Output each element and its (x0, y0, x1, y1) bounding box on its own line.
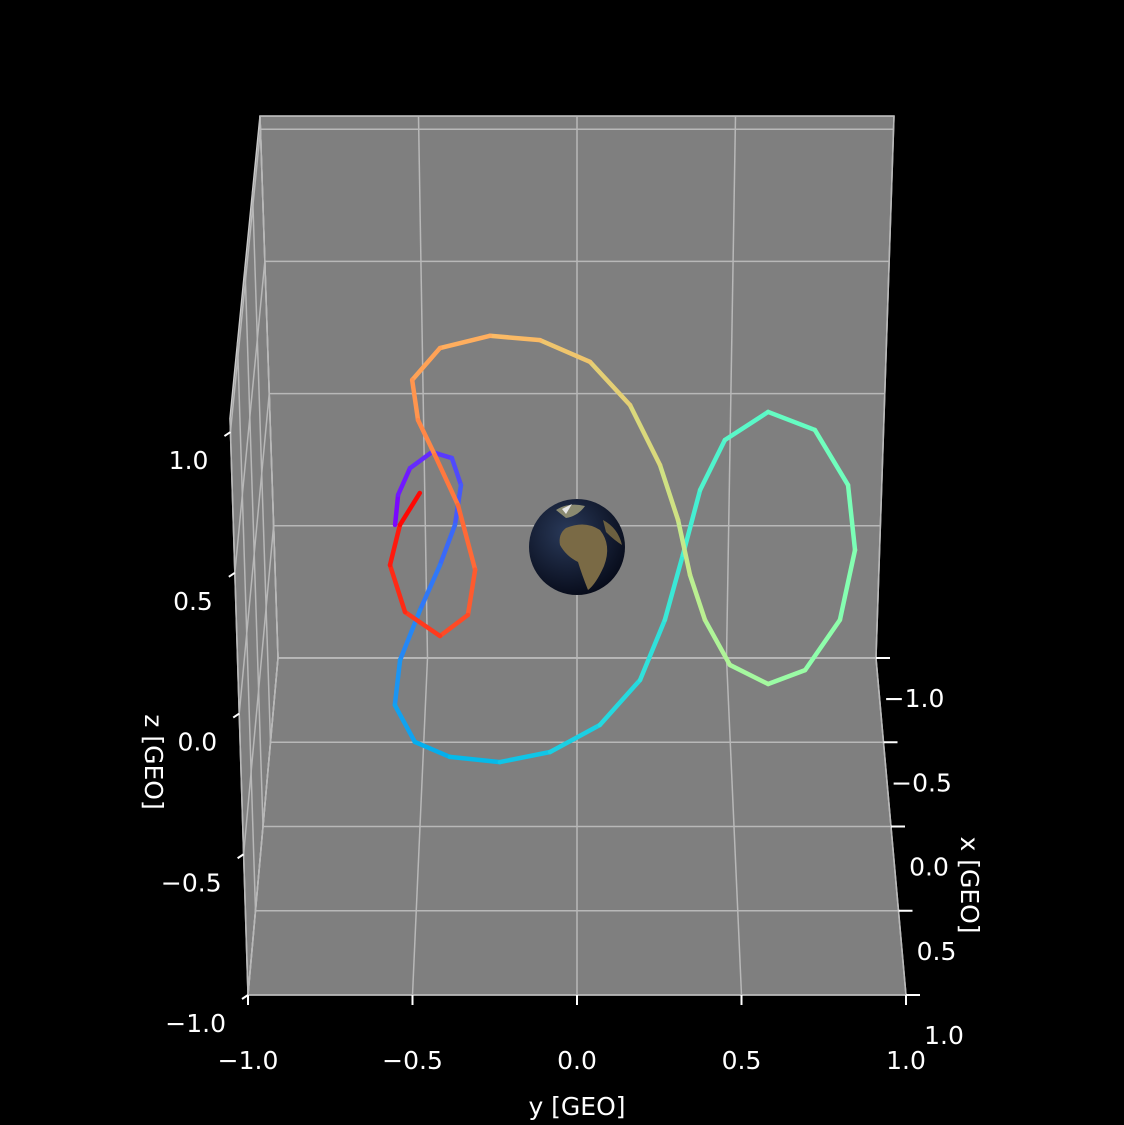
x-axis-label: x [GEO] (955, 836, 984, 933)
z-tick-label: −1.0 (165, 1009, 226, 1038)
z-tick-label: 0.5 (173, 587, 213, 616)
trajectory-segment (497, 749, 553, 765)
trajectory-segment (392, 702, 418, 745)
y-tick-label: −0.5 (382, 1046, 443, 1075)
trajectory-segment (392, 492, 401, 528)
z-tick-label: 0.0 (177, 728, 217, 757)
grid-line (229, 417, 249, 996)
trajectory-segment (697, 437, 728, 493)
earth-land (559, 524, 608, 590)
grid-line (417, 115, 429, 659)
trajectory-segment (727, 662, 771, 687)
trajectory-segment (657, 462, 681, 523)
trajectory-segment (407, 449, 435, 471)
z-tick (241, 994, 249, 1000)
trajectory-segment (537, 337, 593, 365)
trajectory-segment (637, 617, 668, 683)
grid-line (259, 115, 279, 659)
z-tick-label: 1.0 (169, 446, 209, 475)
grid-line (244, 266, 264, 827)
trajectory-segment (387, 562, 408, 615)
z-tick-label: −0.5 (161, 868, 222, 897)
z-tick (232, 712, 240, 719)
trajectory-segment (587, 359, 633, 408)
trajectory-segment (597, 677, 643, 728)
z-tick (223, 431, 231, 437)
trajectory-segment (432, 452, 461, 508)
grid-line (725, 115, 737, 659)
trajectory-segment (409, 377, 421, 423)
trajectory-segment (447, 754, 503, 765)
y-tick-label: 0.5 (722, 1046, 762, 1075)
x-tick-label: 1.0 (924, 1021, 964, 1050)
trajectory-segment (722, 409, 771, 443)
trajectory-segment (437, 612, 471, 639)
grid-line (251, 191, 272, 743)
trajectory-segment (845, 482, 858, 553)
trajectory-segment (415, 417, 438, 458)
trajectory-segment (412, 739, 453, 760)
y-tick-label: 0.0 (557, 1046, 597, 1075)
trajectory-segment (675, 517, 693, 578)
y-tick-label: 1.0 (886, 1046, 926, 1075)
trajectory-segment (812, 427, 851, 488)
trajectory-segment (417, 562, 443, 613)
trajectory-segment (680, 487, 703, 558)
trajectory-segment (765, 409, 818, 433)
grid (229, 115, 907, 996)
trajectory-segment (837, 547, 858, 623)
trajectory-segment (455, 502, 478, 572)
x-tick-label: −1.0 (884, 684, 945, 713)
trajectory-segment (409, 345, 443, 383)
y-axis-label: y [GEO] (528, 1092, 625, 1121)
trajectory-segment (465, 567, 478, 618)
earth-land (556, 504, 585, 518)
trajectory-segment (387, 522, 403, 568)
trajectory-segment (397, 490, 423, 528)
trajectory-segment (449, 455, 464, 488)
trajectory-segment (402, 609, 443, 639)
trajectory-segment (702, 617, 733, 668)
earth-ice (562, 504, 572, 514)
trajectory-segment (765, 667, 808, 687)
z-tick (237, 853, 245, 860)
trajectory-segment (437, 522, 458, 568)
grid-line (236, 342, 257, 911)
trajectory-segment (392, 657, 403, 708)
x-tick-label: −0.5 (891, 768, 952, 797)
trajectory-segment (802, 617, 843, 673)
z-tick (228, 571, 236, 578)
trajectory-segment (487, 333, 543, 343)
earth-land (603, 520, 622, 545)
x-tick-label: 0.5 (917, 937, 957, 966)
z-axis-label: z [GEO] (139, 714, 168, 809)
grid-line (875, 115, 895, 659)
earth (529, 499, 625, 595)
trajectory-segment (437, 333, 493, 351)
labels: y [GEO] z [GEO] x [GEO] −1.0 −0.5 0.0 0.5 1.… (139, 431, 984, 1121)
y-tick-label: −1.0 (218, 1046, 279, 1075)
trajectory-segment (395, 465, 413, 498)
trajectory-segment (687, 572, 708, 623)
x-tick-label: 0.0 (909, 853, 949, 882)
trajectory-segment (547, 722, 603, 755)
trajectory-segment (662, 552, 686, 623)
trajectory-segment (627, 402, 663, 468)
trajectory (387, 333, 858, 765)
